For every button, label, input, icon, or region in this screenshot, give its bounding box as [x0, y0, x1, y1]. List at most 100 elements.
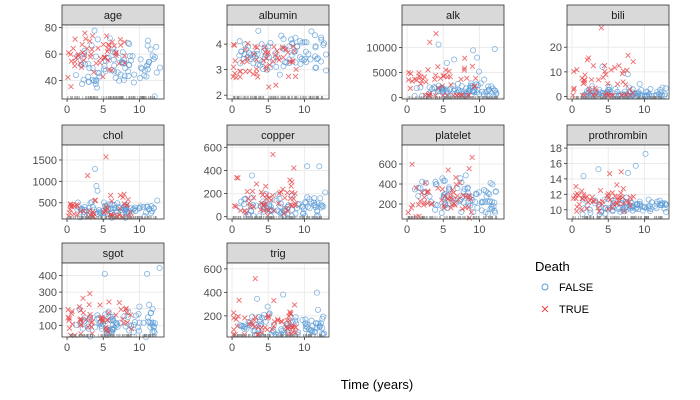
point-false — [101, 270, 108, 277]
point-false — [314, 55, 321, 62]
point-false — [143, 73, 150, 80]
point-true — [103, 154, 109, 160]
point-false — [301, 39, 308, 46]
point-false — [142, 67, 149, 74]
point-false — [149, 321, 156, 328]
point-false — [109, 313, 116, 320]
point-true — [274, 48, 280, 54]
point-true — [70, 45, 76, 52]
point-false — [85, 60, 92, 67]
point-false — [125, 73, 132, 80]
point-true — [624, 198, 630, 205]
point-true — [260, 57, 267, 64]
point-false — [238, 323, 245, 330]
point-false — [492, 188, 499, 195]
legend-key-cross — [541, 305, 549, 313]
point-true — [274, 316, 281, 323]
point-true — [241, 315, 248, 321]
point-true — [281, 210, 287, 217]
point-true — [585, 55, 592, 61]
point-true — [89, 33, 96, 39]
point-true — [242, 46, 248, 53]
point-true — [445, 167, 451, 173]
y-tick-label: 200 — [204, 311, 222, 323]
point-false — [419, 178, 426, 185]
point-true — [122, 60, 128, 66]
point-true — [618, 169, 624, 175]
point-true — [435, 85, 442, 92]
point-true — [250, 195, 257, 201]
point-false — [314, 200, 321, 207]
point-true — [443, 67, 449, 73]
point-false — [440, 177, 447, 184]
y-tick-label: 400 — [379, 179, 397, 191]
point-false — [595, 166, 602, 173]
x-tick-label: 5 — [440, 104, 446, 116]
point-true — [600, 74, 606, 81]
point-false — [485, 210, 492, 217]
x-tick-label: 10 — [473, 104, 485, 116]
point-false — [646, 202, 653, 209]
point-true — [450, 196, 456, 203]
point-false — [461, 88, 468, 95]
point-true — [232, 70, 238, 77]
point-false — [92, 78, 99, 85]
point-false — [250, 60, 257, 67]
point-true — [590, 63, 597, 69]
panel-sgot: sgot 100 200 300 400 0 5 10 — [39, 242, 165, 354]
point-true — [109, 39, 116, 45]
point-true — [113, 49, 119, 56]
point-false — [150, 56, 157, 63]
point-false — [657, 86, 664, 93]
point-true — [601, 62, 608, 69]
point-true — [573, 208, 580, 215]
point-true — [458, 76, 464, 83]
point-true — [258, 207, 264, 213]
point-true — [258, 189, 265, 195]
point-false — [443, 59, 450, 66]
point-false — [307, 56, 314, 63]
point-true — [283, 46, 289, 52]
point-true — [286, 318, 293, 324]
point-true — [123, 305, 129, 312]
point-true — [440, 73, 446, 79]
point-false — [114, 321, 121, 328]
point-false — [435, 41, 442, 48]
point-false — [278, 32, 285, 39]
y-tick-label: 300 — [39, 287, 57, 299]
y-tick-label: 400 — [39, 270, 57, 282]
point-true — [236, 297, 242, 304]
x-tick-label: 0 — [404, 104, 410, 116]
point-false — [312, 64, 319, 71]
point-false — [484, 189, 491, 196]
point-true — [472, 83, 478, 90]
point-true — [271, 297, 277, 304]
point-true — [605, 80, 611, 87]
panel-border-chol — [61, 144, 165, 220]
point-true — [89, 46, 95, 53]
point-true — [287, 311, 294, 317]
point-true — [245, 195, 251, 202]
point-true — [416, 73, 422, 79]
point-true — [620, 79, 626, 85]
point-true — [253, 70, 260, 76]
point-true — [570, 87, 577, 93]
point-false — [481, 76, 488, 83]
point-true — [609, 190, 616, 196]
point-true — [271, 323, 277, 329]
point-false — [150, 327, 157, 334]
point-true — [571, 68, 577, 75]
point-true — [578, 206, 585, 213]
point-false — [322, 189, 329, 196]
point-true — [69, 308, 75, 315]
point-true — [78, 321, 84, 328]
point-true — [71, 211, 77, 217]
point-false — [311, 201, 318, 208]
point-false — [319, 330, 326, 337]
point-true — [255, 74, 261, 80]
point-true — [116, 60, 122, 67]
point-false — [458, 208, 465, 215]
point-true — [427, 39, 433, 45]
point-true — [618, 190, 624, 196]
point-true — [288, 183, 294, 189]
